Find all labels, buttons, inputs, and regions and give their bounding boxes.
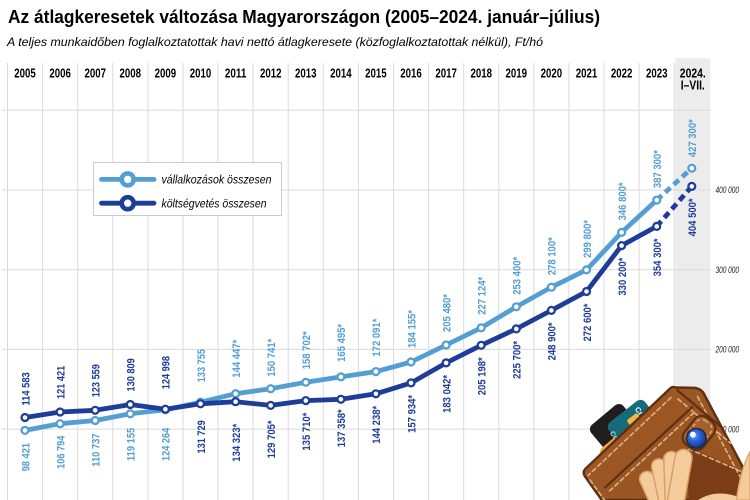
svg-text:404 500*: 404 500* — [687, 198, 699, 237]
svg-text:2020: 2020 — [541, 66, 563, 81]
svg-text:106 794: 106 794 — [55, 435, 67, 469]
svg-text:144 238*: 144 238* — [371, 405, 383, 444]
svg-text:135 710*: 135 710* — [301, 412, 313, 451]
svg-text:Az átlagkeresetek változása Ma: Az átlagkeresetek változása Magyarország… — [8, 6, 600, 27]
svg-text:2014: 2014 — [330, 66, 352, 81]
svg-text:158 702*: 158 702* — [301, 331, 313, 370]
svg-text:124 998: 124 998 — [161, 356, 173, 389]
svg-text:2009: 2009 — [155, 66, 177, 81]
svg-text:2021: 2021 — [576, 66, 598, 81]
svg-text:183 042*: 183 042* — [441, 374, 453, 413]
svg-text:427 300*: 427 300* — [687, 119, 699, 158]
svg-text:A teljes munkaidőben foglalkoz: A teljes munkaidőben foglalkoztatottak h… — [6, 37, 544, 49]
svg-text:I–VII.: I–VII. — [681, 78, 705, 93]
svg-text:144 447*: 144 447* — [231, 339, 243, 378]
svg-text:346 800*: 346 800* — [617, 182, 629, 221]
svg-text:200 000: 200 000 — [715, 345, 739, 355]
svg-text:134 323*: 134 323* — [231, 423, 243, 462]
svg-text:227 124*: 227 124* — [477, 276, 489, 315]
svg-text:2019: 2019 — [506, 66, 528, 81]
svg-text:172 091*: 172 091* — [371, 318, 383, 357]
svg-text:2013: 2013 — [295, 66, 317, 81]
svg-text:2005: 2005 — [14, 66, 36, 81]
svg-text:272 600*: 272 600* — [582, 303, 594, 342]
svg-text:119 155: 119 155 — [126, 428, 138, 461]
svg-text:2016: 2016 — [400, 66, 422, 81]
svg-text:129 705*: 129 705* — [266, 420, 278, 459]
svg-text:110 737: 110 737 — [91, 434, 103, 467]
svg-text:vállalkozások összesen: vállalkozások összesen — [162, 175, 272, 187]
svg-text:124 264: 124 264 — [161, 427, 173, 461]
svg-text:330 200*: 330 200* — [617, 257, 629, 296]
svg-text:299 800*: 299 800* — [582, 219, 594, 258]
svg-text:157 934*: 157 934* — [406, 394, 418, 433]
svg-text:2008: 2008 — [120, 66, 142, 81]
svg-text:2006: 2006 — [49, 66, 71, 81]
svg-text:2011: 2011 — [225, 66, 247, 81]
svg-text:130 809: 130 809 — [126, 358, 138, 391]
svg-text:150 741*: 150 741* — [266, 338, 278, 377]
svg-text:133 755: 133 755 — [196, 349, 208, 382]
svg-text:100 000: 100 000 — [716, 424, 740, 434]
svg-text:253 400*: 253 400* — [512, 256, 524, 295]
svg-text:2023: 2023 — [646, 66, 668, 81]
svg-text:278 100*: 278 100* — [547, 237, 559, 276]
svg-text:költségvetés összesen: költségvetés összesen — [162, 198, 267, 210]
svg-text:131 729: 131 729 — [196, 420, 208, 453]
svg-text:2024.: 2024. — [680, 66, 706, 81]
svg-text:123 559: 123 559 — [91, 364, 103, 397]
svg-text:2017: 2017 — [435, 66, 457, 81]
svg-text:165 495*: 165 495* — [336, 323, 348, 362]
svg-text:98 421: 98 421 — [20, 443, 32, 472]
svg-text:2010: 2010 — [190, 66, 212, 81]
svg-text:184 155*: 184 155* — [406, 309, 418, 348]
svg-text:137 358*: 137 358* — [336, 409, 348, 448]
svg-text:2012: 2012 — [260, 66, 282, 81]
svg-text:205 198*: 205 198* — [477, 357, 489, 396]
svg-text:2015: 2015 — [365, 66, 387, 81]
svg-text:300 000: 300 000 — [716, 265, 740, 275]
svg-text:248 900*: 248 900* — [547, 322, 559, 361]
svg-text:205 480*: 205 480* — [441, 293, 453, 332]
svg-text:121 421: 121 421 — [55, 366, 67, 399]
svg-text:114 583: 114 583 — [20, 372, 32, 405]
svg-text:2007: 2007 — [84, 66, 106, 81]
svg-text:400 000: 400 000 — [716, 185, 740, 195]
svg-text:354 300*: 354 300* — [652, 238, 664, 277]
svg-text:387 300*: 387 300* — [652, 150, 664, 189]
svg-text:2018: 2018 — [470, 66, 492, 81]
svg-text:2022: 2022 — [611, 66, 633, 81]
svg-text:225 700*: 225 700* — [512, 340, 524, 379]
